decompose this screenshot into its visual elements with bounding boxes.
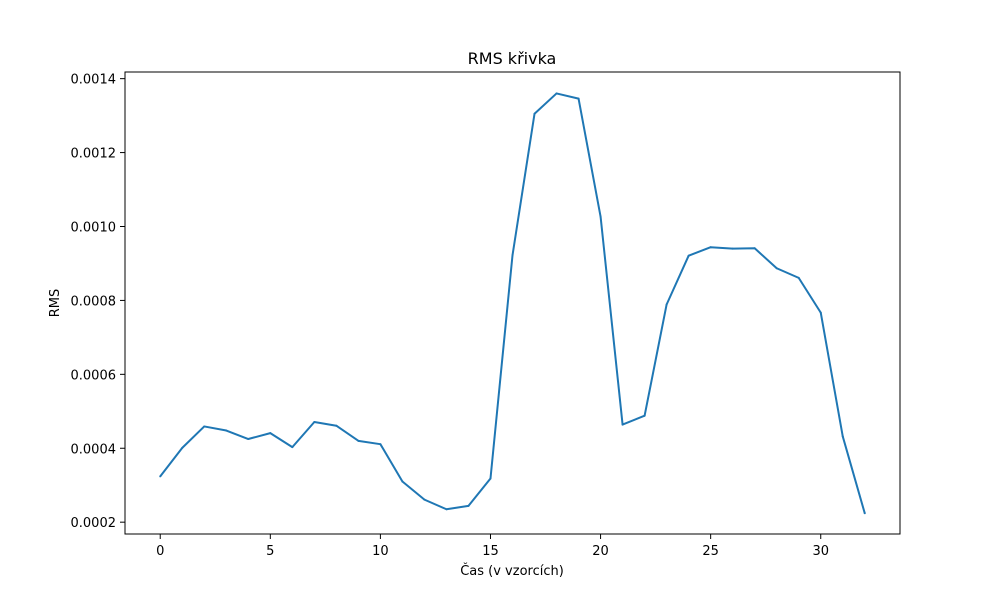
y-tick-label: 0.0002 [71, 516, 117, 531]
x-tick-label: 20 [592, 544, 609, 559]
x-axis-label: Čas (v vzorcích) [460, 563, 564, 579]
plot-area [124, 71, 901, 535]
data-point [643, 414, 646, 417]
data-point [599, 215, 602, 218]
data-point [489, 477, 492, 480]
data-point [753, 247, 756, 250]
data-point [379, 443, 382, 446]
y-tick-label: 0.0004 [71, 442, 117, 457]
data-point [291, 446, 294, 449]
data-point [533, 112, 536, 115]
y-tick-label: 0.0014 [71, 73, 117, 88]
data-point [225, 429, 228, 432]
x-tick-label: 15 [482, 544, 499, 559]
y-axis-ticks: 0.0002 0.0004 0.0006 0.0008 0.0010 0.0012 0.00… [71, 73, 125, 531]
data-point [709, 246, 712, 249]
data-point [665, 303, 668, 306]
data-point [335, 424, 338, 427]
y-axis-label: RMS [48, 289, 63, 318]
x-tick-label: 30 [812, 544, 829, 559]
data-point [401, 480, 404, 483]
data-point [467, 504, 470, 507]
data-points [159, 92, 866, 515]
data-point [819, 311, 822, 314]
data-point [423, 498, 426, 501]
x-tick-label: 0 [156, 544, 164, 559]
x-axis-ticks: 0 5 10 15 20 25 30 [156, 534, 829, 559]
y-tick-label: 0.0006 [71, 368, 117, 383]
data-point [511, 254, 514, 257]
data-point [313, 421, 316, 424]
data-point [775, 267, 778, 270]
y-tick-label: 0.0008 [71, 294, 117, 309]
data-point [159, 475, 162, 478]
x-tick-label: 10 [372, 544, 389, 559]
x-tick-label: 5 [266, 544, 274, 559]
y-tick-label: 0.0010 [71, 220, 117, 235]
data-point [731, 247, 734, 250]
data-point [203, 425, 206, 428]
data-point [445, 508, 448, 511]
data-point [687, 254, 690, 257]
x-tick-label: 25 [702, 544, 719, 559]
data-point [797, 276, 800, 279]
data-point [577, 97, 580, 100]
chart-title: RMS křivka [468, 49, 557, 68]
data-point [247, 438, 250, 441]
data-point [269, 432, 272, 435]
data-point [863, 512, 866, 515]
plot-frame [124, 71, 901, 535]
data-point [841, 435, 844, 438]
data-point [357, 439, 360, 442]
data-point [555, 92, 558, 95]
y-tick-label: 0.0012 [71, 147, 117, 162]
series-line [159, 92, 866, 514]
data-point [621, 423, 624, 426]
data-point [181, 446, 184, 449]
